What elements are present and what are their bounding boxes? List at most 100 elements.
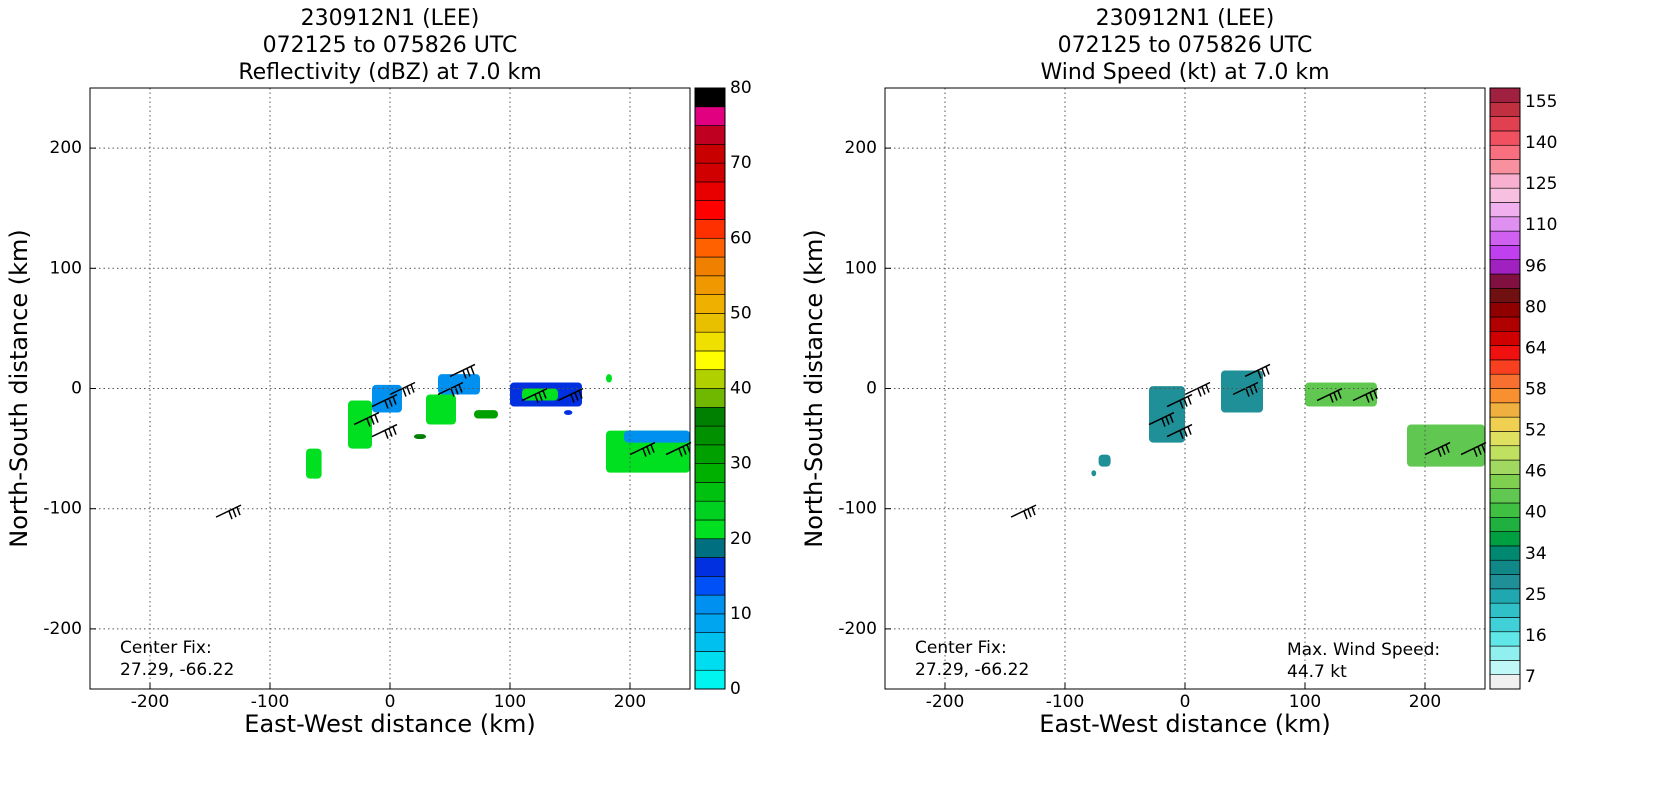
annotation: Max. Wind Speed:	[1287, 640, 1440, 660]
colorbar-swatch	[1489, 373, 1521, 389]
colorbar-tick-label: 7	[1525, 667, 1536, 687]
wind-barb	[665, 441, 692, 457]
colorbar-swatch	[694, 482, 726, 502]
wind-barb	[629, 441, 656, 457]
colorbar-swatch	[1489, 259, 1521, 275]
colorbar-tick-label: 0	[730, 679, 741, 699]
colorbar-swatch	[694, 406, 726, 427]
panel: 230912N1 (LEE)072125 to 075826 UTCReflec…	[5, 6, 752, 738]
echo	[426, 394, 456, 425]
colorbar-swatch	[694, 425, 726, 446]
colorbar-swatch	[694, 444, 726, 464]
wind-barb	[353, 411, 380, 427]
colorbar-swatch	[1489, 316, 1521, 332]
annotation: 27.29, -66.22	[915, 660, 1029, 680]
y-tick-label: -100	[43, 499, 82, 519]
x-axis-label: East-West distance (km)	[1039, 710, 1330, 738]
colorbar-swatch	[694, 669, 726, 690]
y-axis-label: North-South distance (km)	[5, 229, 33, 548]
colorbar-swatch	[1489, 545, 1521, 561]
x-tick-label: 100	[1289, 692, 1321, 712]
echo	[1149, 386, 1185, 443]
colorbar-swatch	[1489, 330, 1521, 346]
colorbar-swatch	[1489, 488, 1521, 504]
wind-barb	[1184, 381, 1211, 397]
colorbar-tick-label: 80	[730, 78, 752, 98]
colorbar-tick-label: 20	[730, 529, 752, 549]
colorbar-swatch	[694, 632, 726, 652]
axes-frame	[89, 87, 691, 690]
colorbar-tick-label: 125	[1525, 174, 1557, 194]
colorbar-swatch	[694, 313, 726, 333]
echo	[1221, 370, 1263, 413]
colorbar-swatch	[1489, 502, 1521, 518]
colorbar-frame	[694, 87, 726, 690]
colorbar-tick-label: 16	[1525, 626, 1547, 646]
colorbar-swatch	[1489, 516, 1521, 532]
wind-barb	[1166, 393, 1193, 409]
colorbar-swatch	[694, 144, 726, 164]
colorbar-swatch	[694, 594, 726, 615]
y-tick-label: -200	[43, 619, 82, 639]
colorbar-tick-label: 40	[1525, 503, 1547, 523]
colorbar-swatch	[1489, 302, 1521, 318]
colorbar-swatch	[1489, 445, 1521, 461]
wind-barb	[371, 393, 398, 409]
x-tick-label: -100	[251, 692, 290, 712]
echo	[564, 410, 573, 415]
colorbar-swatch	[1489, 116, 1521, 132]
y-tick-label: -100	[838, 499, 877, 519]
x-tick-label: 100	[494, 692, 526, 712]
colorbar-swatch	[694, 557, 726, 577]
colorbar-swatch	[694, 294, 726, 314]
colorbar-tick-label: 50	[730, 303, 752, 323]
colorbar-tick-label: 96	[1525, 256, 1547, 276]
chart-title: Wind Speed (kt) at 7.0 km	[1040, 60, 1329, 85]
chart-title: 072125 to 075826 UTC	[1058, 33, 1313, 58]
colorbar-swatch	[1489, 674, 1521, 690]
colorbar-tick-label: 80	[1525, 297, 1547, 317]
wind-barb	[371, 423, 398, 439]
colorbar-swatch	[1489, 459, 1521, 475]
wind-barb	[1460, 441, 1487, 457]
colorbar-swatch	[694, 519, 726, 540]
echo	[348, 400, 372, 449]
colorbar-swatch	[694, 256, 726, 277]
wind-barb	[1316, 387, 1343, 403]
annotation: 44.7 kt	[1287, 662, 1347, 682]
colorbar-swatch	[694, 369, 726, 389]
colorbar-swatch	[1489, 660, 1521, 675]
colorbar-swatch	[694, 500, 726, 521]
colorbar-tick-label: 34	[1525, 544, 1547, 564]
y-tick-label: 100	[845, 258, 877, 278]
echo	[1098, 454, 1111, 467]
colorbar-swatch	[1489, 474, 1521, 489]
wind-barb	[215, 504, 242, 520]
colorbar-tick-label: 64	[1525, 338, 1547, 358]
colorbar-swatch	[694, 106, 726, 126]
y-axis-label: North-South distance (km)	[800, 229, 828, 548]
wind-barb	[1244, 363, 1271, 379]
colorbar-swatch	[1489, 531, 1521, 547]
colorbar-swatch	[1489, 588, 1521, 604]
axes-frame	[884, 87, 1486, 690]
colorbar-swatch	[694, 219, 726, 239]
colorbar-swatch	[1489, 202, 1521, 218]
colorbar-tick-label: 10	[730, 604, 752, 624]
colorbar-swatch	[1489, 631, 1521, 647]
echo	[1091, 470, 1097, 477]
y-tick-label: 0	[866, 379, 877, 399]
colorbar-swatch	[1489, 431, 1521, 447]
colorbar-tick-label: 70	[730, 153, 752, 173]
colorbar-swatch	[1489, 245, 1521, 261]
colorbar-swatch	[1489, 645, 1521, 661]
colorbar-frame	[1489, 87, 1521, 690]
x-axis-label: East-West distance (km)	[244, 710, 535, 738]
wind-barb	[557, 387, 584, 403]
colorbar-swatch	[694, 237, 726, 258]
colorbar-swatch	[694, 275, 726, 295]
colorbar-swatch	[694, 331, 726, 352]
colorbar-swatch	[1489, 273, 1521, 289]
